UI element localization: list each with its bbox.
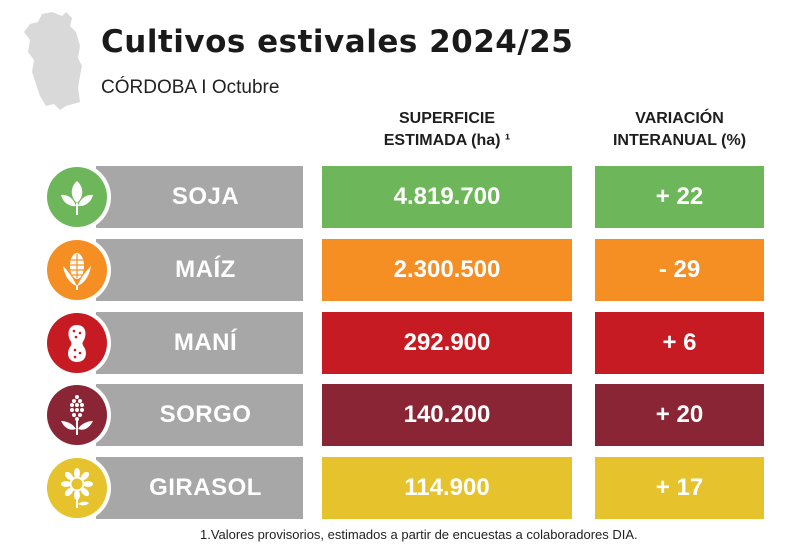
variacion-value: - 29 xyxy=(595,239,764,301)
sorghum-icon xyxy=(47,385,107,445)
variacion-value: + 20 xyxy=(595,384,764,446)
variacion-value: + 22 xyxy=(595,166,764,228)
column-header-variacion-line2: INTERANUAL (%) xyxy=(612,132,747,149)
crop-row-girasol: GIRASOL 114.900 + 17 xyxy=(0,454,796,522)
crop-row-sorgo: SORGO 140.200 + 20 xyxy=(0,381,796,449)
column-header-superficie: SUPERFICIE ESTIMADA (ha) ¹ xyxy=(322,108,572,152)
soy-leaves-icon xyxy=(47,167,107,227)
crop-row-maiz: MAÍZ 2.300.500 - 29 xyxy=(0,236,796,304)
sunflower-icon xyxy=(47,458,107,518)
superficie-value: 114.900 xyxy=(322,457,572,519)
column-header-superficie-line2: ESTIMADA (ha) ¹ xyxy=(383,132,511,149)
superficie-value: 140.200 xyxy=(322,384,572,446)
crop-name: SORGO xyxy=(96,384,303,446)
crop-name: MANÍ xyxy=(96,312,303,374)
variacion-value: + 6 xyxy=(595,312,764,374)
footnote: 1.Valores provisorios, estimados a parti… xyxy=(200,527,638,542)
column-header-variacion: VARIACIÓN INTERANUAL (%) xyxy=(595,108,764,152)
peanut-icon xyxy=(47,313,107,373)
crop-badge xyxy=(43,236,111,304)
superficie-value: 2.300.500 xyxy=(322,239,572,301)
cordoba-map-icon xyxy=(24,12,82,110)
crop-name: GIRASOL xyxy=(96,457,303,519)
crop-row-soja: SOJA 4.819.700 + 22 xyxy=(0,163,796,231)
crop-badge xyxy=(43,309,111,377)
crop-name: MAÍZ xyxy=(96,239,303,301)
superficie-value: 292.900 xyxy=(322,312,572,374)
crop-badge xyxy=(43,163,111,231)
page-subtitle: CÓRDOBA I Octubre xyxy=(101,77,280,98)
crop-badge xyxy=(43,454,111,522)
variacion-value: + 17 xyxy=(595,457,764,519)
column-header-superficie-line1: SUPERFICIE xyxy=(398,110,495,127)
crop-name: SOJA xyxy=(96,166,303,228)
page-title: Cultivos estivales 2024/25 xyxy=(101,24,574,60)
crop-row-mani: MANÍ 292.900 + 6 xyxy=(0,309,796,377)
crop-badge xyxy=(43,381,111,449)
superficie-value: 4.819.700 xyxy=(322,166,572,228)
corn-icon xyxy=(47,240,107,300)
column-header-variacion-line1: VARIACIÓN xyxy=(635,110,724,127)
